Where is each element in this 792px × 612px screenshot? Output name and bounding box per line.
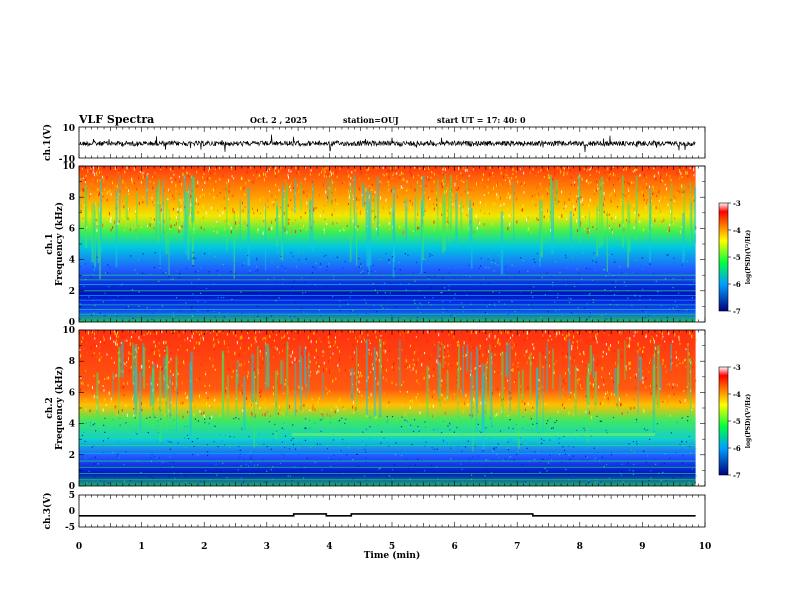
time-tick-label: 1 <box>138 542 144 552</box>
date-label: Oct. 2 , 2025 <box>250 115 308 125</box>
freq-tick-label: 4 <box>69 420 75 430</box>
time-tick-label: 2 <box>201 542 207 552</box>
freq-tick-label: 2 <box>69 287 75 297</box>
freq-tick-label: 10 <box>62 326 75 336</box>
spectrogram-ylabel: Frequency (kHz) <box>54 202 65 286</box>
station-label: station=OUJ <box>343 115 399 125</box>
time-tick-label: 5 <box>389 542 395 552</box>
ch3-frame <box>78 494 706 528</box>
colorbar-tick-label: -5 <box>733 417 741 426</box>
spectrogram-field <box>79 166 696 322</box>
freq-tick-label: 8 <box>69 193 75 203</box>
colorbars: -3 -4 -5 -6 -7 log(PSD)(V²/Hz) -3 -4 -5 -6 -7 log(P… <box>718 199 752 480</box>
ch1-spectrogram-panel: 0 2 4 6 8 10 <box>62 162 706 328</box>
time-tick-label: 0 <box>76 542 82 552</box>
colorbar-tick-label: -7 <box>733 307 741 316</box>
freq-tick-label: 6 <box>69 224 75 234</box>
chart-title: VLF Spectra <box>79 113 155 126</box>
freq-tick-label: 4 <box>69 256 75 266</box>
time-tick-label: 6 <box>451 542 457 552</box>
colorbar-tick-label: -4 <box>733 226 741 235</box>
ch2-spectrogram-panel: 0 2 4 6 8 10 <box>62 326 706 492</box>
ch3-ytick-label: 0 <box>69 507 75 517</box>
ch1-waveform-trace <box>78 134 696 153</box>
freq-tick-label: 0 <box>69 318 75 328</box>
y-axis-labels: ch.1 Frequency (kHz)ch.2 Frequency (kHz)ch… <box>42 124 65 529</box>
ch3-signal-panel: 5 0 -5 <box>65 491 706 533</box>
colorbar-tick-label: -3 <box>733 199 741 208</box>
ch3-ytick-label: -5 <box>65 523 75 533</box>
colorbar-tick-label: -6 <box>733 280 741 289</box>
time-tick-label: 8 <box>577 542 583 552</box>
time-tick-label: 10 <box>699 542 712 552</box>
colorbar <box>718 202 729 312</box>
spectrogram-ylabel: ch.2 <box>45 397 55 418</box>
time-tick-label: 4 <box>326 542 332 552</box>
spectrogram-ylabel: Frequency (kHz) <box>54 366 65 450</box>
freq-tick-label: 6 <box>69 388 75 398</box>
colorbar <box>718 366 729 476</box>
time-tick-label: 3 <box>264 542 270 552</box>
colorbar-tick-label: -5 <box>733 253 741 262</box>
time-axis: 0 1 2 3 4 5 6 7 8 9 10 Time (min) <box>76 542 711 561</box>
time-axis-label: Time (min) <box>364 550 421 561</box>
colorbar-tick-label: -3 <box>733 363 741 372</box>
ch3-ytick-label: 5 <box>69 491 75 501</box>
line-panel-ylabel: ch.1(V) <box>42 124 53 161</box>
start-time-label: start UT = 17: 40: 0 <box>437 115 526 125</box>
colorbar-label: log(PSD)(V²/Hz) <box>745 230 752 285</box>
colorbar-label: log(PSD)(V²/Hz) <box>745 394 752 449</box>
line-panel-ylabel: ch.3(V) <box>42 493 53 530</box>
freq-tick-label: 0 <box>69 482 75 492</box>
freq-tick-label: 8 <box>69 357 75 367</box>
colorbar-tick-label: -4 <box>733 390 741 399</box>
time-tick-label: 7 <box>514 542 520 552</box>
ch1-waveform-panel: 10 -10 <box>59 124 706 165</box>
colorbar-tick-label: -7 <box>733 471 741 480</box>
freq-tick-label: 10 <box>62 162 75 172</box>
freq-tick-label: 2 <box>69 451 75 461</box>
ch1-ytick-bottom: -10 <box>59 155 75 165</box>
ch1-ytick-top: 10 <box>62 124 75 134</box>
spectrogram-ylabel: ch.1 <box>45 233 55 254</box>
time-tick-label: 9 <box>639 542 645 552</box>
ch2-band <box>291 433 655 437</box>
ch3-signal-trace <box>79 513 696 517</box>
colorbar-tick-label: -6 <box>733 444 741 453</box>
